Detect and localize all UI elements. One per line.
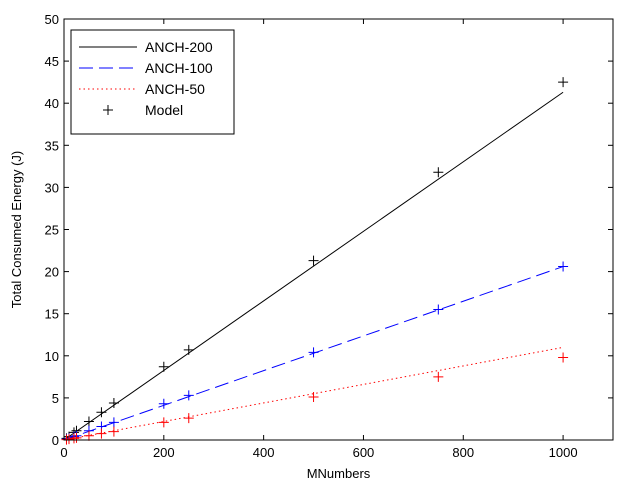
x-tick-label: 0 <box>60 445 67 460</box>
y-tick-label: 25 <box>45 223 59 238</box>
legend-swatch <box>103 105 113 115</box>
marker-point-5-7 <box>158 417 169 428</box>
y-tick-label: 30 <box>45 180 59 195</box>
legend: ANCH-200 ANCH-100 ANCH-50 Model <box>70 29 235 135</box>
y-tick-label: 15 <box>45 307 59 322</box>
marker-point-4-10 <box>433 304 444 315</box>
y-tick-label: 35 <box>45 138 59 153</box>
marker-point-4-7 <box>158 398 169 409</box>
x-tick-label: 1000 <box>549 445 578 460</box>
axis-ticks: 0 200 400 600 800 1000 0 5 10 15 20 25 30 35 40 45 50 <box>45 12 613 460</box>
marker-point-5-8 <box>183 413 194 424</box>
marker-point-5-5 <box>96 428 107 439</box>
marker-point-3-8 <box>183 344 194 355</box>
y-axis-label: Total Consumed Energy (J) <box>9 151 24 309</box>
x-tick-label: 600 <box>353 445 375 460</box>
y-tick-label: 5 <box>52 391 59 406</box>
marker-point-5-6 <box>108 426 119 437</box>
plot-marks <box>61 77 569 445</box>
legend-label: ANCH-200 <box>145 39 213 55</box>
marker-point-4-8 <box>183 390 194 401</box>
marker-point-3-7 <box>158 361 169 372</box>
marker-point-3-6 <box>108 397 119 408</box>
marker-point-5-1 <box>63 434 74 445</box>
series-line-anch-50 <box>63 346 564 441</box>
marker-point-3-4 <box>83 416 94 427</box>
marker-point-4-9 <box>308 347 319 358</box>
marker-point-4-6 <box>108 417 119 428</box>
legend-label: ANCH-100 <box>145 60 213 76</box>
marker-point-3-5 <box>96 407 107 418</box>
marker-point-5-9 <box>308 392 319 403</box>
marker-point-5-4 <box>83 430 94 441</box>
series-line-anch-200 <box>63 91 564 441</box>
y-tick-label: 10 <box>45 349 59 364</box>
y-tick-label: 20 <box>45 265 59 280</box>
marker-point-5-3 <box>71 432 82 443</box>
y-tick-label: 45 <box>45 54 59 69</box>
x-tick-label: 400 <box>253 445 275 460</box>
x-tick-label: 800 <box>452 445 474 460</box>
marker-point-3-9 <box>308 255 319 266</box>
marker-point-5-11 <box>558 352 569 363</box>
y-tick-label: 50 <box>45 12 59 27</box>
marker-point-5-10 <box>433 371 444 382</box>
y-tick-label: 40 <box>45 96 59 111</box>
marker-point-3-10 <box>433 167 444 178</box>
marker-point-4-11 <box>558 261 569 272</box>
x-axis-label: MNumbers <box>307 466 371 481</box>
y-tick-label: 0 <box>52 433 59 448</box>
legend-label: Model <box>145 102 183 118</box>
legend-label: ANCH-50 <box>145 81 205 97</box>
x-tick-label: 200 <box>153 445 175 460</box>
marker-point-3-11 <box>558 77 569 88</box>
